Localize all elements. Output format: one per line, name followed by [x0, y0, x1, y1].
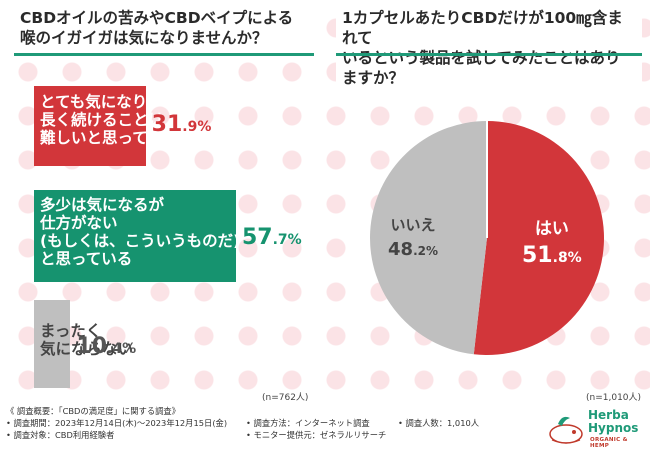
footer-summary: 《 調査概要：「CBDの満足度」に関する調査》 [6, 406, 181, 416]
right-title-underline [336, 53, 642, 56]
logo-sub: ORGANIC & HEMP [590, 437, 628, 449]
pct-dec: .9% [182, 119, 212, 135]
bar-label-line: 長く続けることは [40, 111, 165, 129]
pct-dec: .2% [413, 244, 438, 258]
pct-int: 48 [388, 239, 414, 260]
pct-dec: .8% [552, 250, 582, 266]
bar-label-line: (もしくは、こういうものだ) [40, 232, 241, 250]
leaf-logo-icon [549, 416, 583, 444]
bar-label-line: 多少は気になるが [40, 196, 165, 214]
pct-dec: .4% [107, 341, 137, 357]
footer-method: • 調査方法：インターネット調査 [246, 418, 370, 428]
logo-line1: Herba [588, 408, 629, 422]
pct-int: 31 [151, 112, 183, 137]
pie-label-no-pct: 48.2% [388, 239, 438, 260]
left-title-line1: CBDオイルの苦みやCBDベイプによる [20, 9, 294, 27]
bar-label-not-concerned: まったく 気にならない [40, 322, 133, 358]
bar-label-line: 気にならない [40, 340, 134, 358]
pct-not-concerned: 10.4% [76, 334, 136, 359]
right-title-line1: 1カプセルあたりCBDだけが100㎎含まれて [342, 9, 623, 47]
bar-very-concerned [34, 86, 146, 166]
pie-label-yes-pct: 51.8% [522, 243, 582, 268]
bar-label-very-concerned: とても気になり、 長く続けることは 難しいと思っている [40, 93, 179, 147]
left-title-underline [14, 53, 314, 56]
pie-label-no-text: いいえ [390, 216, 436, 234]
herba-hypnos-logo: Herba Hypnos ORGANIC & HEMP [548, 408, 644, 449]
pie-label-no: いいえ 48.2% [388, 214, 438, 260]
left-chart-title: CBDオイルの苦みやCBDベイプによる 喉のイガイガは気になりませんか？ [14, 6, 314, 50]
left-title-line2: 喉のイガイガは気になりませんか？ [20, 29, 268, 47]
pct-int: 57 [241, 225, 273, 250]
survey-footer: 《 調査概要：「CBDの満足度」に関する調査》 • 調査期間：2023年12月1… [0, 402, 650, 450]
logo-line2: Hypnos [588, 421, 639, 435]
bar-label-line: とても気になり、 [40, 93, 163, 111]
footer-period: • 調査期間：2023年12月14日(木)～2023年12月15日(金) [6, 418, 228, 428]
bar-label-line: 仕方がない [40, 214, 118, 232]
pct-int: 51 [522, 243, 553, 268]
pie-label-yes-text: はい [534, 219, 569, 239]
pct-dec: .7% [272, 232, 302, 248]
bar-label-line: 難しいと思っている [40, 129, 179, 147]
bar-label-line: と思っている [40, 250, 133, 268]
pie-label-yes: はい 51.8% [522, 214, 582, 268]
bar-not-concerned [34, 300, 71, 388]
right-chart-title: 1カプセルあたりCBDだけが100㎎含まれて いるという製品を試してみたことはあ… [336, 6, 642, 90]
bar-somewhat-concerned [34, 190, 236, 282]
bar-label-somewhat-concerned: 多少は気になるが 仕方がない (もしくは、こういうものだ) と思っている [40, 196, 240, 268]
pct-int: 10 [76, 334, 108, 359]
right-sample-size: (n=1,010人) [586, 393, 642, 403]
left-sample-size: (n=762人) [262, 393, 309, 403]
pct-somewhat-concerned: 57.7% [242, 225, 302, 250]
footer-provider: • モニター提供元：ゼネラルリサーチ [246, 430, 387, 440]
pct-very-concerned: 31.9% [152, 112, 212, 137]
bar-label-line: まったく [40, 322, 102, 340]
footer-target: • 調査対象：CBD利用経験者 [6, 430, 115, 440]
footer-count: • 調査人数：1,010人 [398, 418, 480, 428]
